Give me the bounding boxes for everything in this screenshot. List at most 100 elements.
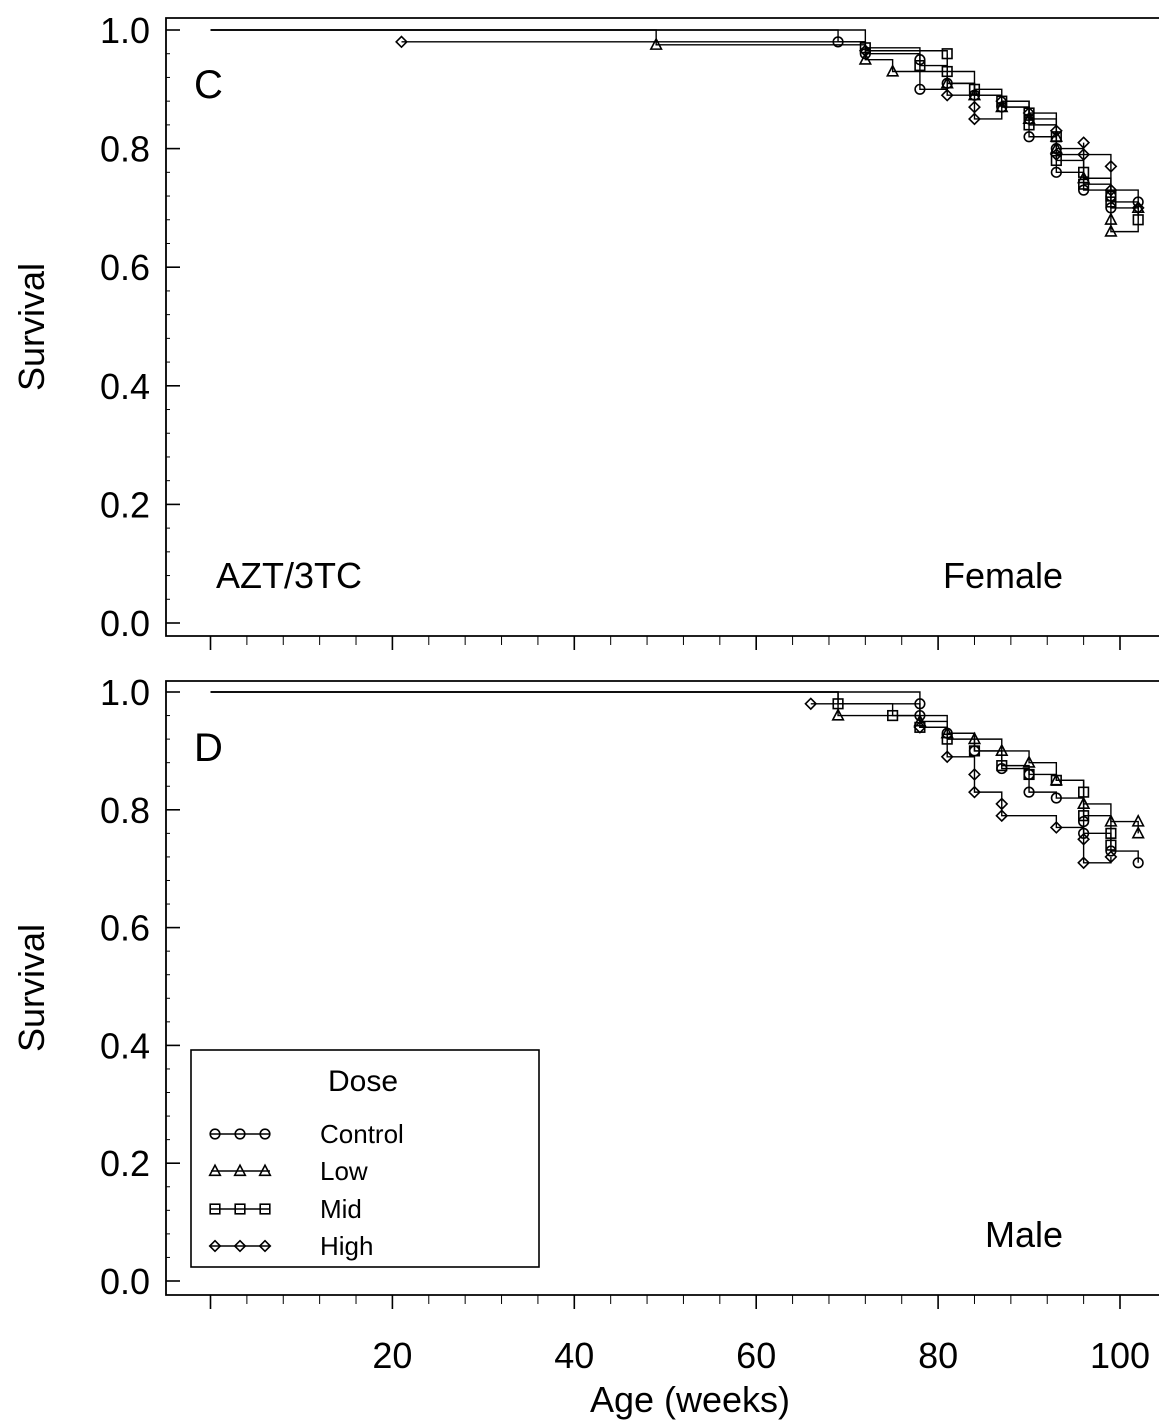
- data-point-circle: [1132, 857, 1144, 869]
- data-point-square: [1132, 214, 1144, 226]
- data-point-circle: [914, 83, 926, 95]
- y-tick-label: 0.2: [100, 484, 150, 525]
- data-point-circle: [1078, 184, 1090, 196]
- data-point-circle: [1105, 845, 1117, 857]
- data-point-diamond: [940, 750, 954, 764]
- y-tick-label: 1.0: [100, 10, 150, 51]
- data-point-square: [1078, 786, 1090, 798]
- data-point-circle: [1050, 166, 1062, 178]
- y-axis-title: Survival: [11, 263, 52, 391]
- series-square: [210, 691, 1117, 851]
- series-circle: [210, 29, 1144, 214]
- data-point-triangle: [1104, 224, 1118, 237]
- legend-marker-circle: [209, 1128, 221, 1140]
- data-point-diamond: [1077, 832, 1091, 846]
- data-point-diamond: [1049, 821, 1063, 834]
- legend-marker-triangle: [233, 1163, 247, 1177]
- y-tick-label: 0.6: [100, 908, 150, 949]
- data-point-circle: [1078, 815, 1090, 828]
- data-point-diamond: [968, 100, 981, 114]
- legend: Dose Control Low Mid High: [190, 1049, 540, 1268]
- legend-marker-triangle: [208, 1163, 222, 1177]
- survival-curve: [210, 691, 1139, 863]
- data-point-square: [1023, 768, 1035, 781]
- y-tick-label: 0.8: [100, 790, 150, 831]
- data-point-square: [1078, 810, 1090, 822]
- y-tick-label: 0.0: [100, 603, 150, 644]
- data-point-square: [887, 709, 899, 722]
- data-point-diamond: [913, 720, 927, 734]
- data-point-diamond: [1077, 136, 1091, 150]
- data-point-diamond: [1104, 159, 1118, 173]
- panel-annotation: AZT/3TC: [216, 555, 362, 596]
- data-point-square: [1050, 154, 1062, 167]
- data-point-diamond: [940, 88, 954, 102]
- data-point-diamond: [995, 809, 1009, 823]
- legend-marker-diamond: [258, 1239, 272, 1253]
- survival-curve: [210, 691, 1112, 846]
- legend-title: Dose: [328, 1065, 398, 1098]
- data-point-square: [1105, 827, 1117, 839]
- data-point-diamond: [968, 112, 981, 126]
- y-axis-title: Survival: [11, 924, 52, 1052]
- data-point-diamond: [395, 35, 408, 49]
- data-point-square: [996, 760, 1008, 772]
- data-point-diamond: [1022, 106, 1036, 120]
- data-point-square: [1050, 774, 1062, 786]
- panel-annotation: Male: [985, 1214, 1063, 1255]
- y-tick-label: 0.6: [100, 247, 150, 288]
- legend-label: Mid: [320, 1194, 362, 1224]
- legend-box: [190, 1049, 540, 1268]
- panel-c: 0.0 0.2 0.4 0.6 0.8 1.0 Survival C AZT/3TC Female: [11, 10, 1159, 650]
- data-point-square: [1023, 119, 1035, 131]
- x-tick-label: 80: [918, 1335, 958, 1376]
- legend-marker-diamond: [208, 1239, 222, 1253]
- series-square: [210, 29, 1144, 226]
- data-point-triangle: [831, 708, 845, 721]
- y-tick-label: 0.2: [100, 1143, 150, 1184]
- data-point-diamond: [1077, 856, 1091, 870]
- y-tick-label: 0.0: [100, 1261, 150, 1302]
- y-tick-label: 0.4: [100, 366, 150, 407]
- data-point-diamond: [968, 785, 981, 799]
- plot-frame: [165, 680, 1159, 1296]
- data-point-diamond: [1104, 183, 1118, 197]
- x-tick-label: 40: [554, 1335, 594, 1376]
- data-point-triangle: [649, 37, 663, 50]
- data-point-diamond: [995, 797, 1009, 811]
- data-point-diamond: [1049, 148, 1063, 161]
- data-point-square: [914, 59, 926, 72]
- y-tick-label: 0.4: [100, 1025, 150, 1066]
- data-point-square: [968, 745, 981, 757]
- data-point-diamond: [1104, 850, 1118, 864]
- y-tick-label: 1.0: [100, 672, 150, 713]
- series-triangle: [210, 29, 1145, 237]
- x-tick-label: 20: [372, 1335, 412, 1376]
- data-point-circle: [1050, 792, 1062, 804]
- legend-marker-square: [259, 1203, 271, 1215]
- data-point-diamond: [1131, 201, 1145, 215]
- panel-letter: C: [194, 63, 223, 107]
- survival-curve: [401, 41, 1139, 208]
- plot-frame: [165, 17, 1159, 637]
- x-tick-label: 60: [736, 1335, 776, 1376]
- survival-curve: [210, 29, 1139, 233]
- data-point-square: [1105, 839, 1117, 851]
- data-point-diamond: [1077, 148, 1091, 161]
- data-point-square: [1078, 166, 1090, 178]
- survival-curve: [810, 703, 1112, 864]
- legend-marker-circle: [259, 1128, 271, 1140]
- series-circle: [210, 691, 1144, 869]
- y-tick-label: 0.8: [100, 129, 150, 170]
- data-point-circle: [1023, 786, 1035, 798]
- data-point-triangle: [1131, 825, 1145, 839]
- data-point-triangle: [1104, 212, 1118, 225]
- data-point-diamond: [995, 94, 1009, 108]
- legend-marker-triangle: [258, 1163, 272, 1177]
- data-point-diamond: [858, 44, 872, 58]
- legend-label: Control: [320, 1119, 404, 1149]
- x-tick-label: 100: [1090, 1335, 1150, 1376]
- panel-letter: D: [194, 726, 223, 770]
- data-point-diamond: [968, 768, 981, 781]
